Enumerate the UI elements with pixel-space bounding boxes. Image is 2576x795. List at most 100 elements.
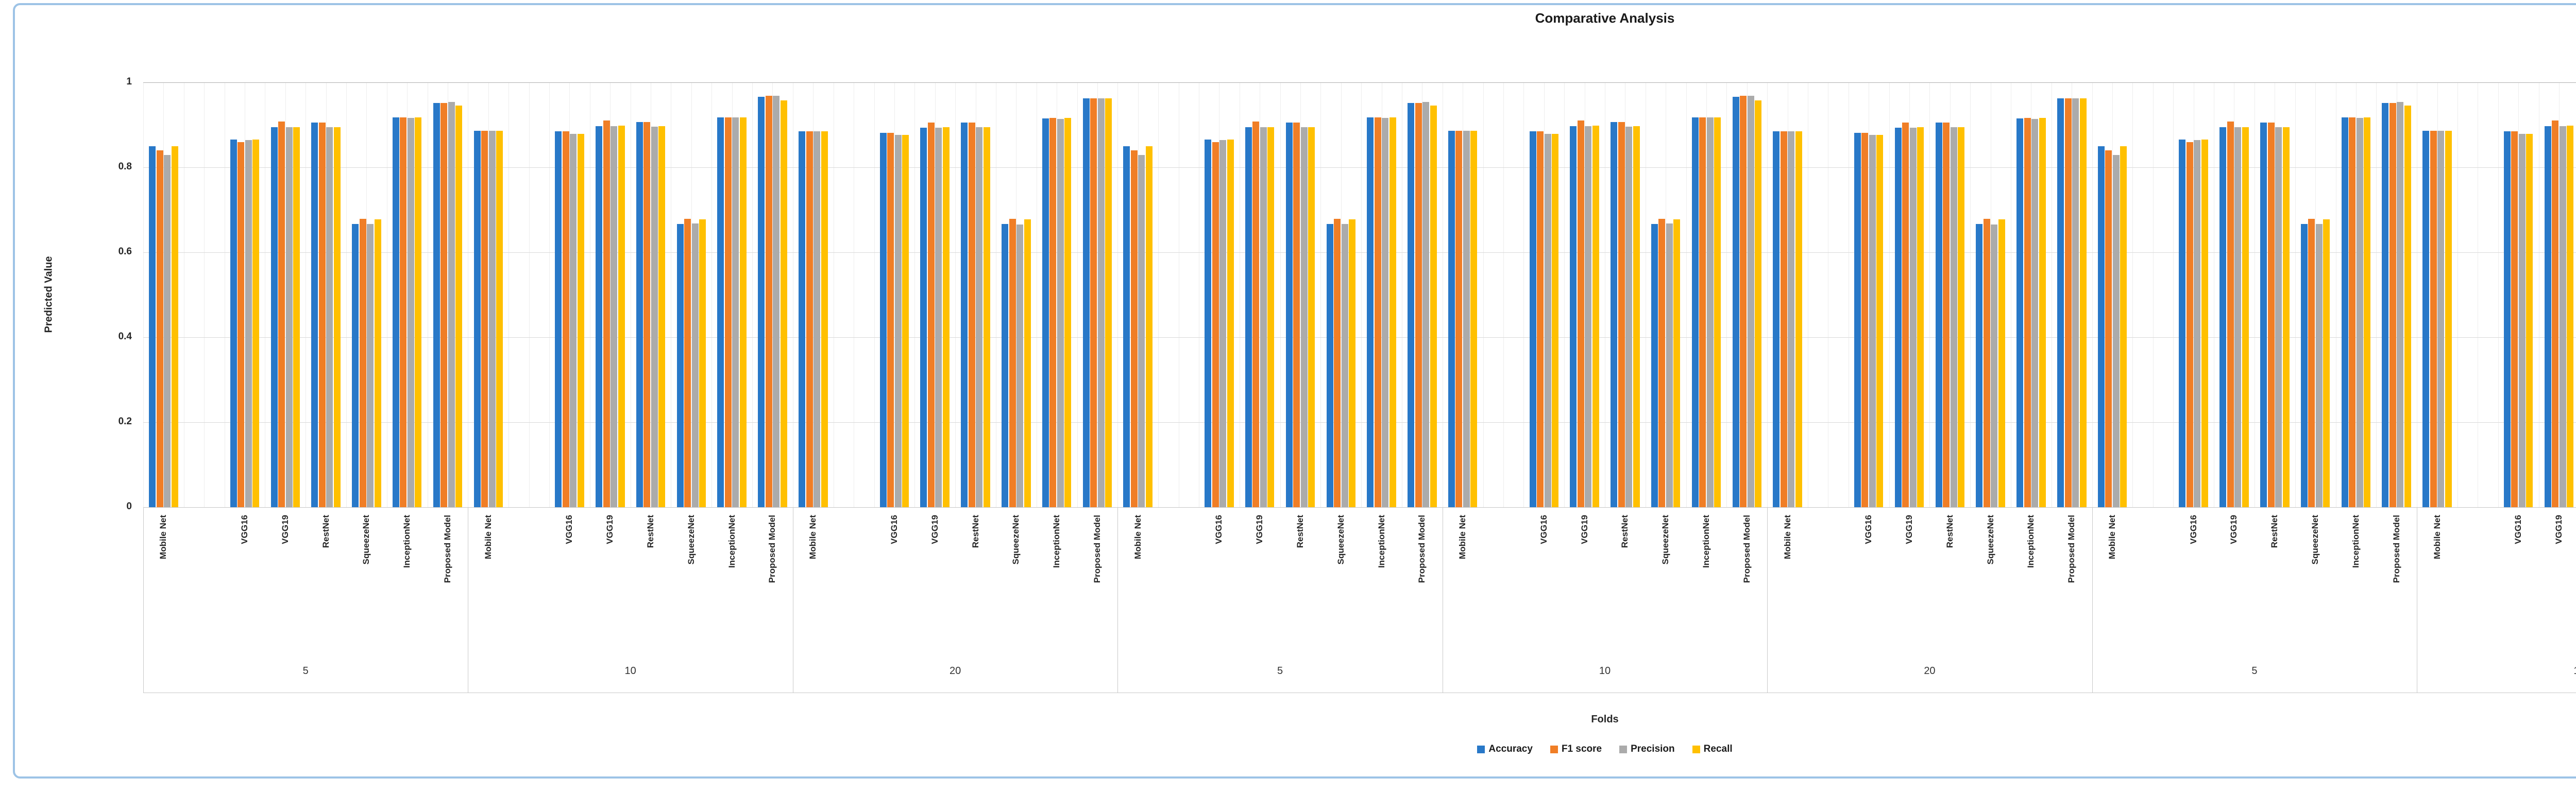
bar (1252, 121, 1260, 507)
fold-label: 5 (302, 665, 309, 677)
bar (1651, 223, 1658, 507)
bar (2511, 131, 2518, 507)
bar (658, 126, 666, 507)
bar (2120, 146, 2127, 507)
bar (927, 123, 935, 507)
v-gridline (752, 82, 753, 507)
bar (691, 223, 699, 507)
v-gridline (1970, 82, 1971, 507)
bar (2057, 98, 2064, 507)
bar (496, 131, 503, 507)
v-gridline (1747, 82, 1748, 507)
fold-label: 5 (2251, 665, 2258, 677)
legend-swatch-icon (1550, 745, 1558, 753)
bar (1049, 118, 1057, 507)
bar (603, 120, 610, 507)
legend-item: F1 score (1550, 744, 1602, 755)
v-gridline (1077, 82, 1078, 507)
y-axis-title: Predicted Value (43, 256, 55, 333)
v-gridline (1503, 82, 1504, 507)
bar (1943, 123, 1950, 507)
bar (1245, 127, 1252, 507)
bar (2341, 117, 2348, 507)
v-gridline (732, 82, 733, 507)
category-label: InceptionNet (1701, 515, 1711, 568)
bar (278, 121, 285, 507)
bar (1097, 98, 1105, 507)
bar (968, 123, 975, 507)
fold-label: 20 (1924, 665, 1936, 677)
y-tick-label: 0 (126, 501, 132, 512)
bar (2422, 131, 2430, 507)
category-label: SqueezeNet (361, 515, 371, 565)
bar (1105, 98, 1112, 507)
bar (270, 127, 278, 507)
bar (352, 223, 359, 507)
category-label: VGG19 (1904, 515, 1914, 544)
bar (555, 131, 562, 507)
bar (2559, 126, 2566, 507)
h-gridline (143, 507, 2576, 508)
bar (1592, 126, 1599, 507)
bar (1950, 127, 1957, 507)
bar (2186, 142, 2193, 507)
group-separator (2092, 507, 2093, 693)
fold-label: 10 (1599, 665, 1611, 677)
bar (1374, 117, 1381, 507)
category-label: Mobile Net (158, 515, 168, 559)
bar (806, 131, 813, 507)
y-tick-label: 1 (126, 76, 132, 87)
bar (1673, 219, 1681, 507)
v-gridline (488, 82, 489, 507)
bar (887, 133, 894, 507)
y-tick-label: 0.4 (118, 331, 132, 342)
h-gridline (143, 167, 2576, 168)
chart-title: Comparative Analysis (1535, 10, 1675, 26)
bar (1090, 98, 1097, 507)
v-gridline (2295, 82, 2296, 507)
v-gridline (1341, 82, 1342, 507)
fold-label: 10 (2417, 665, 2576, 677)
v-gridline (1726, 82, 1727, 507)
v-gridline (1300, 82, 1301, 507)
category-label: Proposed Model (767, 515, 777, 583)
bar (1633, 126, 1640, 507)
bar (2031, 118, 2039, 507)
category-label: Mobile Net (2107, 515, 2117, 559)
v-gridline (914, 82, 916, 507)
category-label: SqueezeNet (1985, 515, 1995, 565)
v-gridline (874, 82, 875, 507)
v-gridline (1523, 82, 1524, 507)
bar (611, 126, 617, 507)
category-label: InceptionNet (1376, 515, 1386, 568)
bar (570, 133, 577, 507)
bar (2039, 118, 2046, 507)
bar (448, 101, 455, 507)
bar (724, 117, 732, 507)
bar (2282, 127, 2290, 507)
bar (1570, 126, 1577, 507)
legend-item: Accuracy (1477, 744, 1533, 755)
bar (894, 135, 902, 507)
bar (1894, 128, 1902, 507)
bar (2064, 98, 2072, 507)
bar (2227, 121, 2234, 507)
bar (1529, 131, 1536, 507)
bar (2234, 127, 2242, 507)
category-label: VGG16 (2513, 515, 2523, 544)
legend-swatch-icon (1619, 745, 1628, 753)
bar (2323, 219, 2330, 507)
bar (1123, 146, 1130, 507)
bar (2526, 133, 2533, 507)
legend-swatch-icon (1692, 745, 1700, 753)
bar (455, 106, 463, 507)
v-gridline (1544, 82, 1545, 507)
bar (374, 219, 381, 507)
bar (2430, 131, 2437, 507)
category-label: VGG16 (1863, 515, 1874, 544)
category-label: VGG19 (929, 515, 940, 544)
bar (230, 140, 237, 507)
v-gridline (1767, 82, 1768, 507)
bar (983, 127, 990, 507)
